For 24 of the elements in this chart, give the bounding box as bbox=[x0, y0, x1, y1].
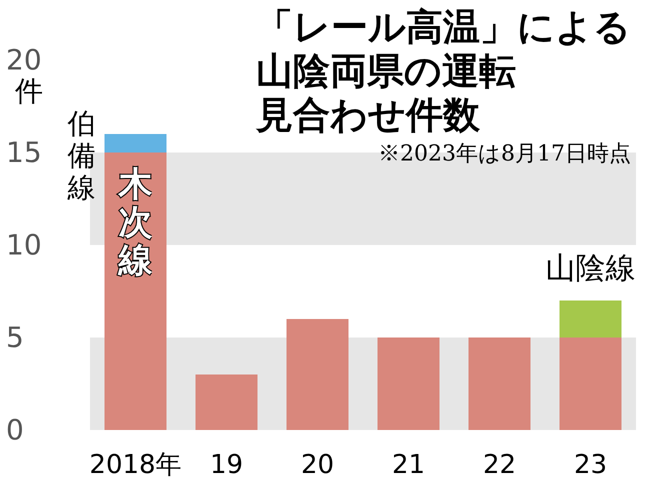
x-tick-label: 2018年 bbox=[89, 450, 182, 480]
bar bbox=[560, 338, 622, 430]
bar bbox=[196, 374, 258, 430]
y-axis-title: 件 bbox=[15, 74, 43, 108]
x-tick-label: 19 bbox=[210, 450, 244, 480]
series-label: 木次線 bbox=[118, 164, 154, 280]
y-tick-label: 15 bbox=[6, 136, 42, 169]
y-tick-label: 10 bbox=[6, 228, 42, 262]
text: ※2023年は8月17日時点 bbox=[378, 142, 632, 166]
y-tick-label: 0 bbox=[6, 414, 24, 446]
bar bbox=[378, 338, 440, 430]
bar bbox=[560, 300, 622, 338]
series-label: 山陰線 bbox=[546, 251, 636, 286]
x-tick-label: 20 bbox=[300, 450, 334, 480]
y-tick-label: 5 bbox=[6, 321, 24, 354]
y-tick-label: 20 bbox=[6, 44, 42, 76]
chart-title: 「レール高温」による山陰両県の運転見合わせ件数 bbox=[255, 6, 631, 136]
x-tick-label: 23 bbox=[574, 450, 608, 480]
bar bbox=[286, 319, 348, 430]
x-tick-label: 21 bbox=[392, 450, 426, 480]
bar bbox=[104, 134, 166, 152]
series-label: 伯備線 bbox=[66, 106, 96, 204]
x-tick-label: 22 bbox=[482, 450, 516, 480]
bar bbox=[468, 338, 530, 430]
